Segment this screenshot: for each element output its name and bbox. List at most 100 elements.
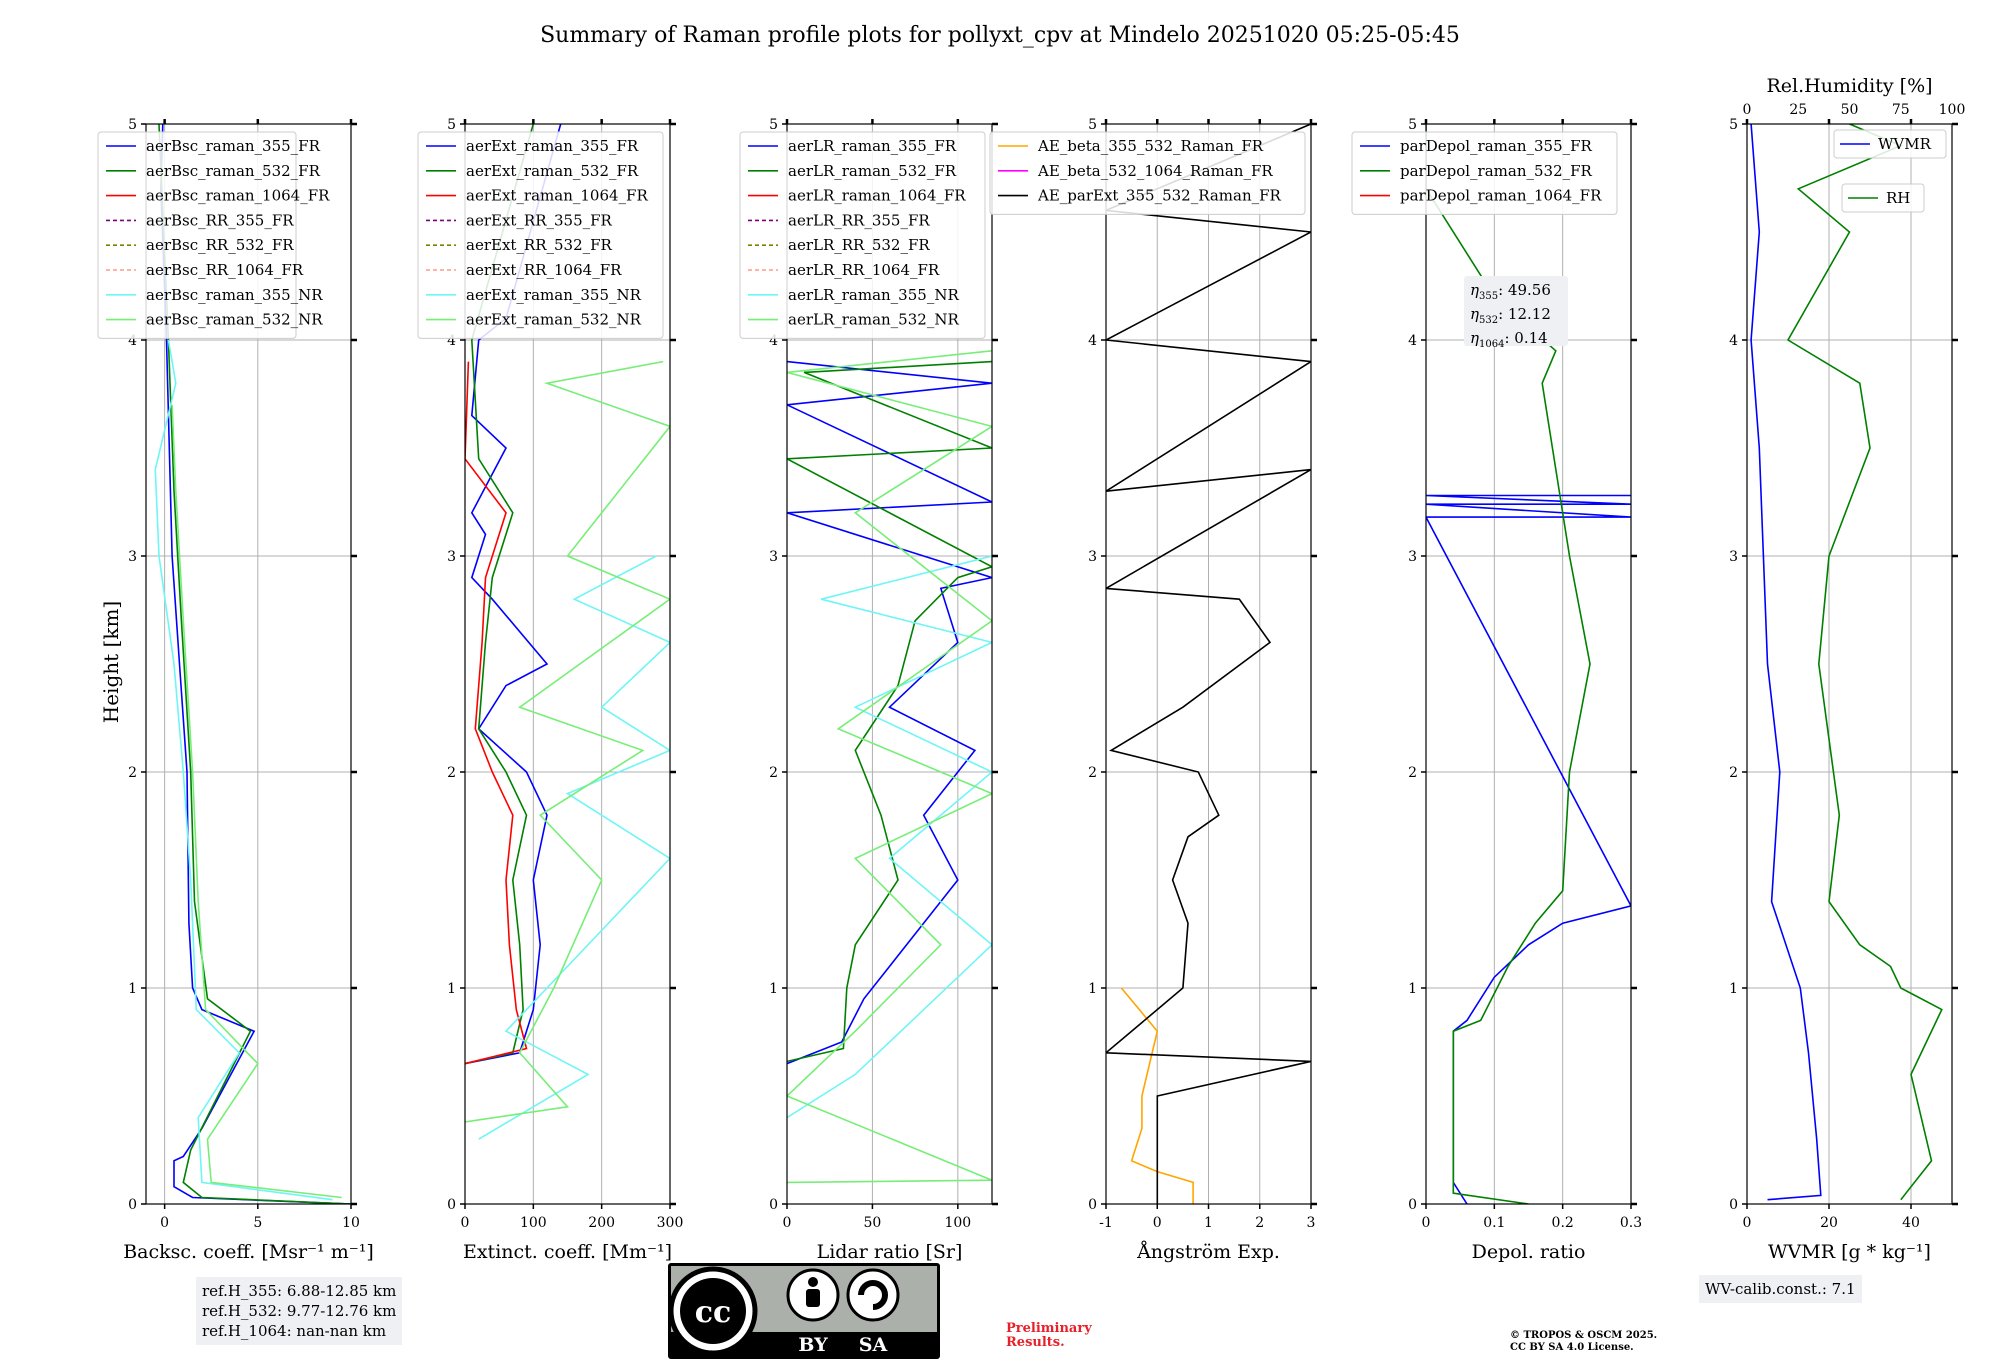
copyright-note: © TROPOS & OSCM 2025. CC BY SA 4.0 Licen… [1510, 1330, 1657, 1354]
top-axis-label: Rel.Humidity [%] [1766, 75, 1932, 97]
x-tick-label: 0.2 [1552, 1215, 1574, 1231]
x-tick-label: 2 [1255, 1215, 1264, 1231]
cc-by-sa-badge: cc BY SA [668, 1263, 940, 1359]
legend-label: AE_parExt_355_532_Raman_FR [1037, 187, 1282, 205]
wv-calib-const: WV-calib.const.: 7.1 [1705, 1280, 1856, 1298]
y-tick-label: 3 [769, 549, 778, 565]
eta-line: η532: 12.12 [1470, 305, 1551, 326]
badge-sa-label: SA [859, 1334, 888, 1356]
top-axis-tick-label: 100 [1939, 102, 1966, 118]
x-tick-label: 0 [160, 1215, 169, 1231]
legend-label: AE_beta_532_1064_Raman_FR [1037, 162, 1273, 180]
cc-logo-inner [680, 1278, 746, 1344]
y-tick-label: 4 [447, 333, 456, 349]
panel-frame [464, 123, 671, 1205]
ref-height-532: ref.H_532: 9.77-12.76 km [202, 1302, 397, 1320]
panel-5: 0 1 2 3 4 5 0 0.1 0.2 0.3 Depol. ratio parDepol_ram… [1351, 117, 1642, 1263]
y-tick-label: 4 [769, 333, 778, 349]
x-tick-label: 5 [253, 1215, 262, 1231]
legend-RH: RH [1841, 183, 1925, 213]
top-axis-tick-label: 25 [1789, 102, 1807, 118]
legend-label: aerLR_RR_532_FR [788, 236, 930, 254]
legend: aerExt_raman_355_FR aerExt_raman_532_FRae… [417, 131, 664, 339]
x-tick-label: 100 [520, 1215, 547, 1231]
y-tick-label: 0 [769, 1197, 778, 1213]
legend-label: aerBsc_raman_1064_FR [146, 187, 330, 205]
ref-heights-note: ref.H_355: 6.88-12.85 km ref.H_532: 9.77… [196, 1277, 403, 1345]
legend-box [1351, 131, 1618, 215]
panel-1: 0 1 2 3 4 5 0 5 10 Backsc. coeff. [Msr⁻¹ m⁻¹] aerB… [97, 117, 374, 1263]
y-tick-label: 1 [447, 981, 456, 997]
panel-2: 0 1 2 3 4 5 0 100 200 300 Extinct. coeff. [Mm⁻¹] ae… [417, 117, 683, 1263]
eta-value: : 49.56 [1498, 281, 1551, 299]
series-line-aerLR_raman_355_FR [787, 360, 992, 1065]
legend-label: aerLR_raman_355_NR [788, 286, 959, 304]
series-line-aerBsc_raman_355_NR [154, 339, 333, 1201]
eta-line: η1064: 0.14 [1470, 329, 1548, 350]
series-line-parDepol_raman_355_FR [1426, 494, 1631, 1204]
legend-label: aerBsc_RR_532_FR [146, 236, 294, 254]
y-tick-label: 0 [447, 1197, 456, 1213]
legend-box [1841, 183, 1925, 213]
legend-box [739, 131, 986, 339]
legend-label: aerExt_raman_532_NR [466, 311, 642, 329]
y-tick-label: 4 [128, 333, 137, 349]
legend-label: aerLR_raman_532_NR [788, 311, 959, 329]
legend-label: aerLR_raman_1064_FR [788, 187, 966, 205]
y-tick-label: 5 [1088, 117, 1097, 133]
preliminary-results-note: Preliminary Results. [1006, 1322, 1092, 1350]
badge-by-label: BY [798, 1334, 828, 1356]
y-tick-label: 3 [1729, 549, 1738, 565]
y-tick-label: 3 [128, 549, 137, 565]
legend-box [1833, 129, 1947, 159]
figure-title: Summary of Raman profile plots for polly… [540, 23, 1460, 48]
eta-value: : 12.12 [1498, 305, 1551, 323]
y-tick-label: 0 [128, 1197, 137, 1213]
top-axis-tick-label: 0 [1743, 102, 1752, 118]
legend-box [417, 131, 664, 339]
legend-label: WVMR [1878, 135, 1932, 153]
y-tick-label: 2 [128, 765, 137, 781]
y-tick-label: 1 [769, 981, 778, 997]
eta-symbol: η [1470, 305, 1479, 323]
x-tick-label: 100 [944, 1215, 971, 1231]
legend: aerLR_raman_355_FR aerLR_raman_532_FR aerL… [739, 131, 986, 339]
x-axis-label: WVMR [g * kg⁻¹] [1768, 1241, 1931, 1263]
legend-label: aerLR_raman_532_FR [788, 162, 957, 180]
series-line-aerLR_raman_355_NR [787, 555, 992, 1119]
x-axis-label: Ångström Exp. [1136, 1241, 1280, 1263]
copyright-line-2: CC BY SA 4.0 License. [1510, 1342, 1634, 1353]
panel-frame [1425, 123, 1632, 1205]
x-axis-label: Extinct. coeff. [Mm⁻¹] [463, 1241, 672, 1263]
x-tick-label: 20 [1820, 1215, 1838, 1231]
x-tick-label: 0 [1743, 1215, 1752, 1231]
legend-WVMR: WVMR [1833, 129, 1947, 159]
preliminary-line-2: Results. [1006, 1335, 1065, 1350]
y-tick-label: 5 [1729, 117, 1738, 133]
y-tick-label: 1 [1088, 981, 1097, 997]
legend-box [989, 131, 1306, 215]
series-line-WVMR [1750, 124, 1822, 1201]
legend: aerBsc_raman_355_FR aerBsc_raman_532_FRae… [97, 131, 330, 339]
y-tick-label: 3 [447, 549, 456, 565]
panel-frame [786, 123, 993, 1205]
legend-label: aerLR_raman_355_FR [788, 137, 957, 155]
legend-label: aerExt_RR_1064_FR [466, 261, 622, 279]
eta-symbol: η [1470, 329, 1479, 347]
series-line-AE_beta_355_532_Raman_FR [1120, 987, 1194, 1204]
x-tick-label: 40 [1902, 1215, 1920, 1231]
series-line-AE_parExt_355_532_Raman_FR [1106, 124, 1311, 1204]
legend-label: parDepol_raman_532_FR [1400, 162, 1593, 180]
top-axis-tick-label: 50 [1841, 102, 1859, 118]
y-tick-label: 2 [1408, 765, 1417, 781]
x-tick-label: 0 [461, 1215, 470, 1231]
y-tick-label: 3 [1408, 549, 1417, 565]
legend-label: aerExt_raman_1064_FR [466, 187, 648, 205]
series-line-aerExt_raman_1064_FR [465, 361, 528, 1065]
legend-label: AE_beta_355_532_Raman_FR [1037, 137, 1264, 155]
x-tick-label: 1 [1204, 1215, 1213, 1231]
x-axis-label: Depol. ratio [1472, 1241, 1586, 1263]
preliminary-line-1: Preliminary [1006, 1321, 1092, 1336]
